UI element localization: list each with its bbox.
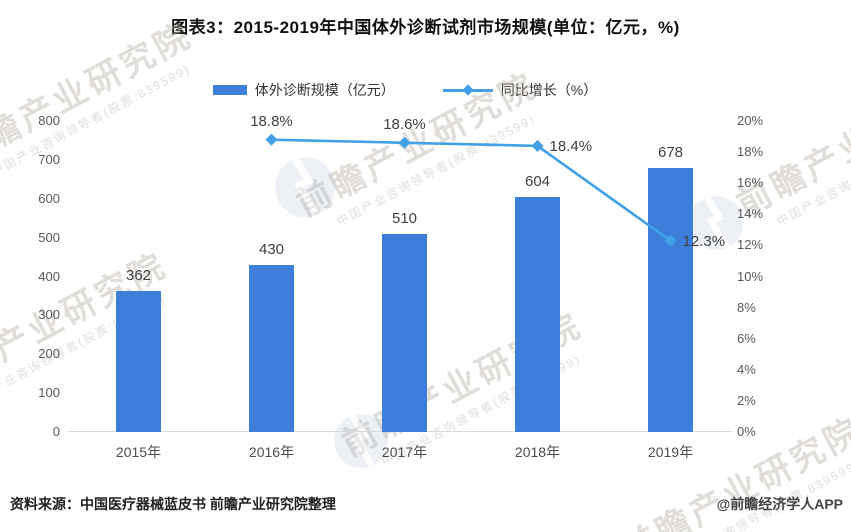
line-point-label: 18.4% — [549, 137, 593, 155]
right-axis-tick: 10% — [737, 268, 764, 284]
diamond-marker — [531, 139, 544, 152]
left-axis-tick: 600 — [38, 190, 60, 206]
right-axis-tick: 12% — [737, 237, 764, 253]
legend-item-line-series: 同比增长（%） — [442, 80, 598, 100]
left-axis-tick: 200 — [38, 346, 60, 362]
bar-2019年 — [648, 168, 693, 432]
chart-title: 图表3：2015-2019年中国体外诊断试剂市场规模(单位：亿元，%) — [171, 18, 680, 37]
diamond-marker-icon — [462, 84, 474, 96]
right-axis-tick: 14% — [737, 206, 764, 222]
x-axis-label: 2018年 — [514, 444, 561, 460]
diamond-marker — [398, 136, 411, 149]
bar-value-label: 430 — [258, 240, 285, 258]
bar-2017年 — [382, 233, 427, 432]
right-axis-tick: 2% — [737, 392, 756, 408]
growth-line — [271, 138, 672, 242]
footer: 资料来源：中国医疗器械蓝皮书 前瞻产业研究院整理 @前瞻经济学人APP — [10, 494, 843, 514]
bar-2015年 — [116, 291, 161, 432]
left-axis-tick: 800 — [38, 113, 60, 128]
legend: 体外诊断规模（亿元） 同比增长（%） — [0, 80, 810, 100]
bar-value-label: 604 — [524, 173, 551, 191]
bar-2018年 — [515, 197, 560, 432]
watermark-globe-icon — [275, 157, 335, 217]
left-axis-tick: 500 — [38, 229, 60, 245]
legend-item-bar-series: 体外诊断规模（亿元） — [212, 80, 395, 100]
right-axis-tick: 4% — [737, 361, 756, 377]
bar-2016年 — [249, 264, 294, 432]
bar-swatch-icon — [212, 85, 247, 95]
legend-line-label: 同比增长（%） — [500, 82, 598, 98]
left-axis-tick: 0 — [52, 424, 60, 439]
x-axis-label: 2017年 — [381, 444, 428, 460]
credit-text: @前瞻经济学人APP — [716, 496, 843, 512]
line-point-label: 18.8% — [250, 112, 293, 130]
left-axis-tick: 100 — [38, 385, 60, 401]
line-point-label: 12.3% — [682, 232, 726, 250]
line-point-label: 18.6% — [383, 115, 426, 133]
source-text: 资料来源：中国医疗器械蓝皮书 前瞻产业研究院整理 — [10, 496, 336, 512]
diamond-marker — [265, 133, 278, 146]
left-axis-tick: 300 — [38, 307, 60, 323]
right-axis-tick: 0% — [737, 424, 756, 439]
bar-value-label: 678 — [657, 144, 684, 162]
bar-value-label: 510 — [391, 209, 418, 227]
right-axis-tick: 8% — [737, 299, 756, 315]
x-axis-label: 2015年 — [115, 444, 162, 460]
left-axis-tick: 700 — [38, 151, 60, 167]
x-axis-label: 2019年 — [647, 444, 694, 460]
left-axis-tick: 400 — [38, 268, 60, 284]
right-axis-tick: 20% — [737, 113, 764, 128]
right-axis-tick: 16% — [737, 175, 764, 191]
legend-bar-label: 体外诊断规模（亿元） — [254, 82, 395, 98]
bar-value-label: 362 — [125, 267, 152, 285]
line-swatch-icon — [442, 84, 493, 96]
x-axis-label: 2016年 — [248, 444, 295, 460]
right-axis-tick: 18% — [737, 144, 764, 160]
right-axis-tick: 6% — [737, 330, 756, 346]
